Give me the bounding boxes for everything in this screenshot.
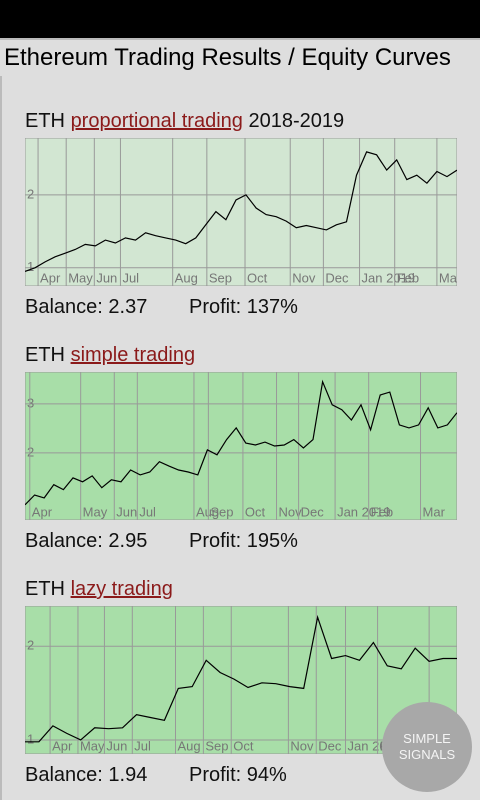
strategy-link[interactable]: simple trading (70, 344, 196, 366)
x-tick-label: Nov (290, 738, 314, 753)
x-tick-label: Dec (301, 504, 325, 519)
y-tick-label: 1 (27, 259, 34, 274)
equity-line (25, 379, 457, 506)
y-tick-label: 3 (27, 395, 34, 410)
x-tick-label: Sep (210, 504, 233, 519)
y-tick-label: 2 (27, 638, 34, 653)
x-tick-label: Nov (292, 270, 316, 285)
simple-signals-button[interactable]: SIMPLE SIGNALS (382, 702, 472, 792)
equity-line (25, 614, 457, 743)
plot-background (25, 372, 457, 520)
x-tick-label: Feb (371, 504, 393, 519)
x-tick-label: Aug (175, 270, 198, 285)
page-title: Ethereum Trading Results / Equity Curves (0, 38, 480, 76)
period: 2018-2019 (248, 110, 345, 132)
x-tick-label: Apr (32, 504, 53, 519)
y-tick-label: 2 (27, 186, 34, 201)
frame (0, 76, 2, 800)
y-tick-label: 1 (27, 731, 34, 746)
balance: Balance: 2.95 (25, 530, 148, 552)
x-tick-label: Jul (134, 738, 151, 753)
button-line: SIMPLE (403, 731, 451, 746)
x-tick-label: Apr (52, 738, 73, 753)
profit: Profit: 137% (189, 296, 298, 318)
x-tick-label: Oct (233, 738, 254, 753)
x-tick-label: Dec (325, 270, 349, 285)
chart-heading: ETH proportional trading 2018-2019 (25, 110, 344, 133)
x-tick-label: Jun (96, 270, 117, 285)
balance: Balance: 1.94 (25, 764, 148, 786)
x-tick-label: Jan 2019 (362, 270, 416, 285)
equity-line (25, 151, 457, 272)
x-tick-label: Jul (139, 504, 156, 519)
balance: Balance: 2.37 (25, 296, 148, 318)
prefix: ETH (25, 110, 65, 132)
x-tick-label: Apr (40, 270, 61, 285)
x-tick-label: Jun (106, 738, 127, 753)
x-tick-label: Sep (205, 738, 228, 753)
x-tick-label: May (83, 504, 108, 519)
y-tick-label: 2 (27, 444, 34, 459)
strategy-link[interactable]: lazy trading (70, 578, 173, 600)
stats: Balance: 1.94 Profit: 94% (25, 764, 287, 787)
chart-heading: ETH simple trading (25, 344, 195, 367)
x-tick-label: Mar (439, 270, 457, 285)
profit: Profit: 195% (189, 530, 298, 552)
x-tick-label: Feb (397, 270, 419, 285)
x-tick-label: Jan 2019 (337, 504, 391, 519)
x-tick-label: Aug (178, 738, 201, 753)
stats: Balance: 2.37 Profit: 137% (25, 296, 298, 319)
stats: Balance: 2.95 Profit: 195% (25, 530, 298, 553)
button-line: SIGNALS (398, 747, 456, 762)
x-tick-label: Jun (116, 504, 137, 519)
x-tick-label: Aug (196, 504, 219, 519)
x-tick-label: Dec (318, 738, 342, 753)
prefix: ETH (25, 578, 65, 600)
x-tick-label: Oct (245, 504, 266, 519)
x-tick-label: Jul (122, 270, 139, 285)
plot-background (25, 138, 457, 286)
profit: Profit: 94% (189, 764, 287, 786)
prefix: ETH (25, 344, 65, 366)
x-tick-label: Mar (423, 504, 446, 519)
status-bar (0, 0, 480, 38)
x-tick-label: May (68, 270, 93, 285)
strategy-link[interactable]: proportional trading (70, 110, 243, 132)
x-tick-label: Oct (247, 270, 268, 285)
x-tick-label: Nov (279, 504, 303, 519)
x-tick-label: Sep (209, 270, 232, 285)
x-tick-label: May (80, 738, 105, 753)
chart-heading: ETH lazy trading (25, 578, 173, 601)
